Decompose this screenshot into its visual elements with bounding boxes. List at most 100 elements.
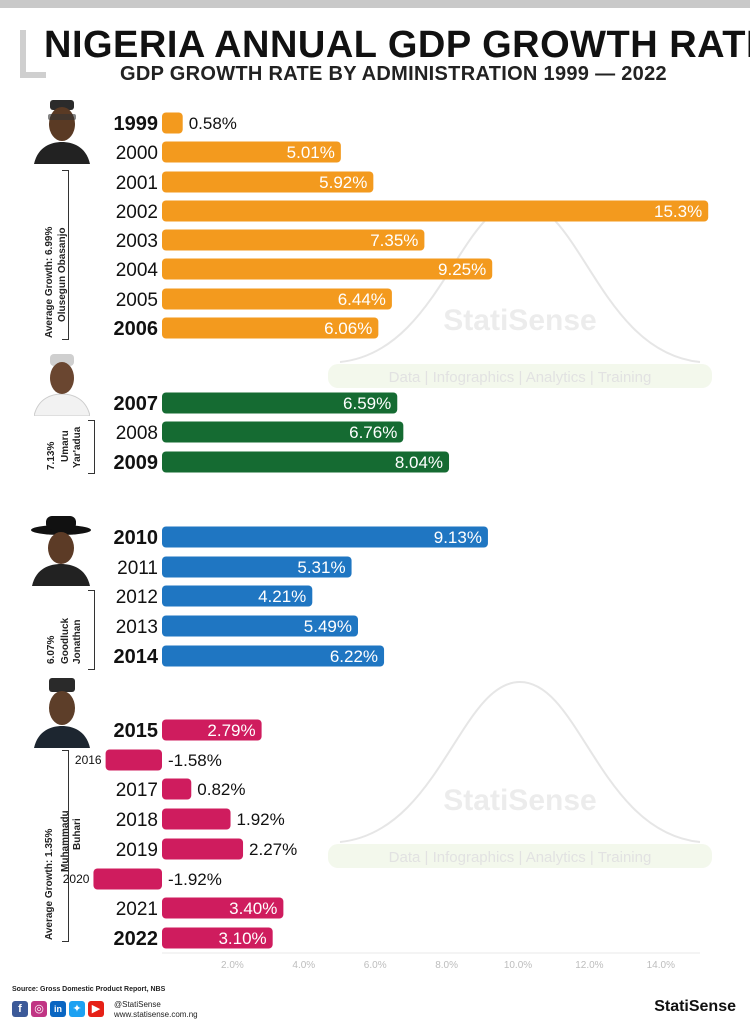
value-label-2005: 6.44%	[338, 290, 386, 309]
jonathan-avatar	[31, 516, 91, 586]
bar-2021	[162, 897, 284, 919]
bar-2012	[162, 585, 313, 607]
x-tick-14.0%: 14.0%	[647, 960, 675, 971]
year-label-2017: 2017	[116, 780, 158, 801]
value-label-2011: 5.31%	[297, 558, 345, 577]
year-label-2011: 2011	[117, 558, 158, 579]
value-label-2009: 8.04%	[395, 453, 443, 472]
social-icons: f ◎ in ✦ ▶	[12, 1001, 104, 1017]
yaradua-name-line1: Umaru	[60, 430, 71, 462]
value-label-2008: 6.76%	[349, 423, 397, 442]
top-border	[0, 0, 750, 8]
bar-2006	[162, 317, 379, 339]
yaradua-name-line2: Yar'adua	[72, 426, 83, 468]
value-label-2003: 7.35%	[370, 231, 418, 250]
brand-logo: StatiSense	[654, 998, 736, 1015]
year-label-2018: 2018	[116, 810, 158, 831]
linkedin-icon[interactable]: in	[50, 1001, 66, 1017]
bar-2022	[162, 927, 273, 949]
year-label-2007: 2007	[114, 393, 159, 415]
value-label-2020: -1.92%	[168, 870, 222, 889]
facebook-icon[interactable]: f	[12, 1001, 28, 1017]
watermark-layer: StatiSense Data | Infographics | Analytic…	[328, 200, 712, 868]
bar-2013	[162, 615, 358, 637]
year-label-2012: 2012	[116, 587, 158, 608]
x-tick-2.0%: 2.0%	[221, 960, 244, 971]
value-label-2012: 4.21%	[258, 587, 306, 606]
value-label-2004: 9.25%	[438, 260, 486, 279]
year-label-2014: 2014	[114, 646, 159, 668]
yaradua-bracket	[88, 420, 95, 474]
youtube-icon[interactable]: ▶	[88, 1001, 104, 1017]
title-bracket-decoration	[20, 30, 46, 78]
jonathan-bracket	[88, 590, 95, 670]
watermark-tagline: Data | Infographics | Analytics | Traini…	[389, 849, 652, 866]
value-label-2001: 5.92%	[319, 173, 367, 192]
watermark-curve	[339, 680, 701, 843]
bar-2009	[162, 451, 450, 473]
website-link[interactable]: www.statisense.com.ng	[114, 1010, 198, 1019]
value-label-2007: 6.59%	[343, 394, 391, 413]
obasanjo-avatar	[34, 100, 90, 164]
year-label-2010: 2010	[114, 527, 159, 549]
value-label-2010: 9.13%	[434, 528, 482, 547]
watermark-1: StatiSense Data | Infographics | Analytic…	[328, 680, 712, 868]
watermark-bar	[328, 364, 712, 388]
handle-text: @StatiSense	[114, 1000, 161, 1009]
year-label-2000: 2000	[116, 143, 158, 164]
year-label-1999: 1999	[114, 113, 159, 135]
x-tick-6.0%: 6.0%	[364, 960, 387, 971]
year-label-2013: 2013	[116, 617, 158, 638]
bar-2004	[162, 258, 493, 280]
bar-2011	[162, 556, 352, 578]
jonathan-name-line1: Goodluck	[60, 617, 71, 664]
x-tick-12.0%: 12.0%	[575, 960, 603, 971]
bar-2003	[162, 229, 425, 251]
year-label-2009: 2009	[114, 452, 159, 474]
year-label-2006: 2006	[114, 318, 159, 340]
buhari-avatar	[34, 678, 90, 748]
year-label-2003: 2003	[116, 231, 158, 252]
x-tick-8.0%: 8.0%	[435, 960, 458, 971]
year-label-2001: 2001	[116, 173, 158, 194]
bar-2005	[162, 288, 392, 310]
bar-2000	[162, 141, 341, 163]
yaradua-average-label: 7.13%	[46, 441, 57, 470]
buhari-name-line1: Muhammadu	[60, 810, 71, 872]
value-label-2021: 3.40%	[229, 899, 277, 918]
watermark-0: StatiSense Data | Infographics | Analytic…	[328, 200, 712, 388]
instagram-icon[interactable]: ◎	[31, 1001, 47, 1017]
watermark-bar	[328, 844, 712, 868]
year-label-2021: 2021	[116, 899, 158, 920]
yaradua-avatar	[34, 354, 90, 416]
page-title: NIGERIA ANNUAL GDP GROWTH RATE	[44, 24, 750, 66]
value-label-2014: 6.22%	[330, 647, 378, 666]
bar-2020	[93, 868, 162, 890]
bar-2019	[162, 838, 244, 860]
buhari-bracket	[62, 750, 69, 942]
x-tick-4.0%: 4.0%	[292, 960, 315, 971]
source-note: Source: Gross Domestic Product Report, N…	[12, 986, 166, 993]
bar-2017	[162, 778, 192, 800]
value-label-1999: 0.58%	[189, 114, 237, 133]
year-label-2002: 2002	[116, 202, 158, 223]
bar-2007	[162, 392, 398, 414]
year-label-2015: 2015	[114, 720, 159, 742]
bar-2016	[105, 749, 162, 771]
watermark-brand: StatiSense	[443, 304, 596, 337]
bar-1999	[162, 112, 183, 134]
bar-2018	[162, 808, 231, 830]
social-handle: @StatiSense www.statisense.com.ng	[114, 1000, 198, 1020]
year-label-2008: 2008	[116, 423, 158, 444]
value-label-2000: 5.01%	[287, 143, 335, 162]
obasanjo-bracket	[62, 170, 69, 340]
watermark-tagline: Data | Infographics | Analytics | Traini…	[389, 369, 652, 386]
x-tick-10.0%: 10.0%	[504, 960, 532, 971]
value-label-2006: 6.06%	[324, 319, 372, 338]
year-label-2004: 2004	[116, 260, 159, 281]
page-subtitle: GDP GROWTH RATE BY ADMINISTRATION 1999 —…	[120, 63, 667, 85]
bar-2010	[162, 526, 488, 548]
twitter-icon[interactable]: ✦	[69, 1001, 85, 1017]
year-label-2019: 2019	[116, 840, 158, 861]
